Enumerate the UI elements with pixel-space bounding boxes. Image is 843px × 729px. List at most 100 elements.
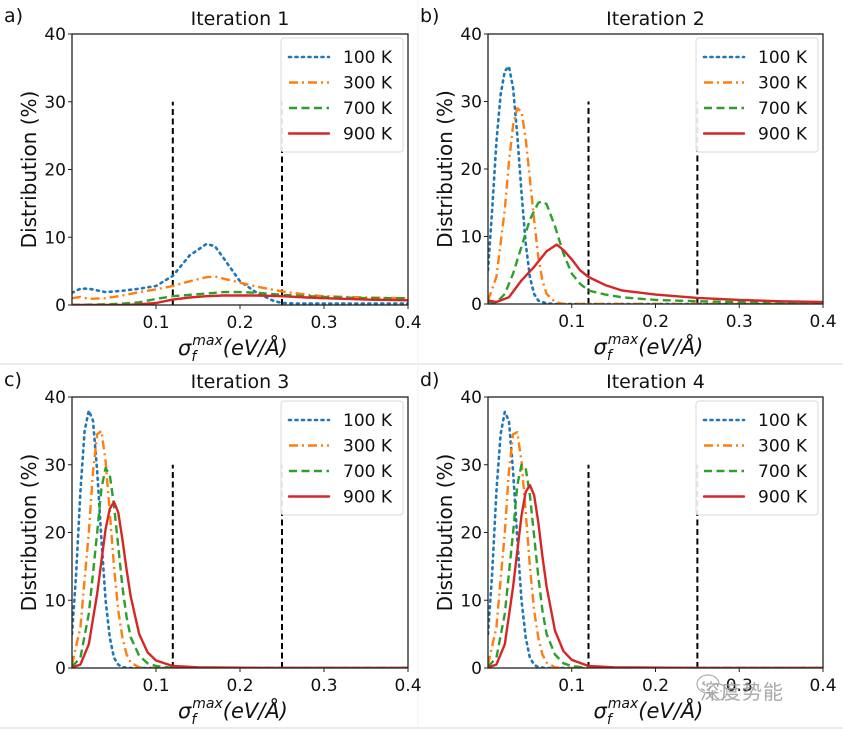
legend-entry: 100 K — [702, 411, 808, 431]
subplot-b: b) Iteration 2 0 10 20 30 40 0.1 0.2 0.3 0.4 Distri… — [420, 5, 837, 364]
legend-label: 100 K — [758, 411, 808, 431]
y-tick-label: 40 — [460, 25, 482, 45]
subplot-title: Iteration 1 — [191, 8, 290, 30]
series-line-700k — [488, 463, 823, 668]
legend-label: 900 K — [758, 488, 808, 508]
x-tick-label: 0.1 — [142, 313, 169, 333]
y-tick-label: 0 — [471, 295, 482, 315]
series-line-700k — [72, 290, 408, 305]
legend-label: 900 K — [758, 125, 808, 145]
legend-label: 300 K — [343, 74, 393, 94]
x-tick-label: 0.4 — [394, 676, 421, 696]
wechat-logo-icon — [694, 672, 734, 708]
y-tick-label: 0 — [55, 659, 66, 679]
x-tick-label: 0.4 — [394, 313, 421, 333]
series-line-900k — [72, 500, 408, 668]
legend-label: 100 K — [343, 48, 393, 68]
x-axis-label: σfmax(eV/Å) — [178, 333, 288, 365]
x-tick-label: 0.1 — [558, 312, 585, 332]
y-tick-label: 30 — [44, 93, 66, 113]
legend-label: 700 K — [343, 462, 393, 482]
x-axis-label: σfmax(eV/Å) — [594, 332, 704, 364]
y-tick-label: 20 — [44, 161, 66, 181]
panel-label: b) — [420, 5, 439, 27]
legend-label: 900 K — [343, 488, 393, 508]
series-line-300k — [72, 275, 408, 301]
y-tick-label: 10 — [44, 591, 66, 611]
legend-box — [695, 37, 819, 153]
legend-label: 300 K — [758, 437, 808, 457]
legend-entry: 700 K — [704, 462, 808, 482]
y-tick-label: 20 — [460, 524, 482, 544]
series-line-100k — [488, 410, 823, 668]
series-line-900k — [488, 243, 823, 304]
legend-entry: 100 K — [287, 411, 393, 431]
subplot-d: d) Iteration 4 0 10 20 30 40 0.1 0.2 0.3 0.4 Distri… — [420, 369, 837, 728]
legend-label: 300 K — [343, 437, 393, 457]
x-tick-label: 0.3 — [726, 312, 753, 332]
legend-entry: 700 K — [289, 99, 393, 119]
series-line-300k — [72, 429, 408, 668]
x-tick-label: 0.3 — [310, 676, 337, 696]
legend: 100 K 300 K 700 K 900 K — [695, 37, 819, 153]
x-tick-label: 0.4 — [809, 312, 836, 332]
watermark-text: 深度势能 — [700, 680, 784, 704]
series-line-300k — [488, 431, 823, 668]
x-tick-label: 0.4 — [809, 676, 836, 696]
subplot-title: Iteration 3 — [191, 371, 290, 393]
x-axis-label: σfmax(eV/Å) — [178, 696, 288, 728]
x-tick-label: 0.1 — [142, 676, 169, 696]
legend-entry: 900 K — [287, 488, 393, 508]
series-group — [72, 242, 408, 305]
legend-entry: 900 K — [702, 125, 808, 145]
panel-label: d) — [420, 369, 439, 391]
x-tick-label: 0.3 — [726, 676, 753, 696]
y-axis-label: Distribution (%) — [17, 454, 41, 612]
legend-entry: 300 K — [704, 437, 808, 457]
subplot-title: Iteration 4 — [606, 371, 705, 393]
series-line-900k — [488, 483, 823, 668]
series-line-700k — [488, 200, 823, 304]
y-axis-label: Distribution (%) — [433, 454, 457, 612]
x-tick-label: 0.2 — [226, 313, 253, 333]
legend-label: 300 K — [758, 74, 808, 94]
y-tick-label: 40 — [44, 25, 66, 45]
y-tick-label: 30 — [460, 456, 482, 476]
series-group — [488, 410, 823, 668]
legend: 100 K 300 K 700 K 900 K — [280, 37, 404, 153]
x-axis-label: σfmax(eV/Å) — [594, 696, 704, 728]
legend: 100 K 300 K 700 K 900 K — [280, 400, 404, 516]
legend-entry: 900 K — [287, 125, 393, 145]
y-tick-label: 0 — [471, 659, 482, 679]
legend-entry: 100 K — [702, 48, 808, 68]
legend-box — [280, 37, 404, 153]
y-tick-label: 10 — [44, 228, 66, 248]
legend-entry: 300 K — [704, 74, 808, 94]
legend-entry: 700 K — [704, 99, 808, 119]
y-tick-label: 30 — [460, 93, 482, 113]
legend-label: 700 K — [758, 99, 808, 119]
legend-entry: 300 K — [289, 437, 393, 457]
x-tick-label: 0.2 — [226, 676, 253, 696]
series-line-100k — [72, 409, 408, 668]
legend-entry: 900 K — [702, 488, 808, 508]
subplot-title: Iteration 2 — [606, 8, 705, 30]
legend-label: 900 K — [343, 125, 393, 145]
y-tick-label: 20 — [44, 524, 66, 544]
x-tick-label: 0.2 — [642, 676, 669, 696]
legend-label: 100 K — [758, 48, 808, 68]
legend-box — [280, 400, 404, 516]
x-tick-label: 0.3 — [310, 313, 337, 333]
legend-entry: 300 K — [289, 74, 393, 94]
legend-label: 700 K — [758, 462, 808, 482]
legend: 100 K 300 K 700 K 900 K — [695, 400, 819, 516]
series-line-900k — [72, 294, 408, 305]
y-axis-label: Distribution (%) — [17, 91, 41, 249]
series-line-100k — [72, 242, 408, 305]
series-line-300k — [488, 107, 823, 304]
y-tick-label: 40 — [460, 388, 482, 408]
x-tick-label: 0.1 — [558, 676, 585, 696]
y-tick-label: 10 — [460, 228, 482, 248]
subplot-c: c) Iteration 3 0 10 20 30 40 0.1 0.2 0.3 0.4 Distri… — [4, 369, 422, 728]
